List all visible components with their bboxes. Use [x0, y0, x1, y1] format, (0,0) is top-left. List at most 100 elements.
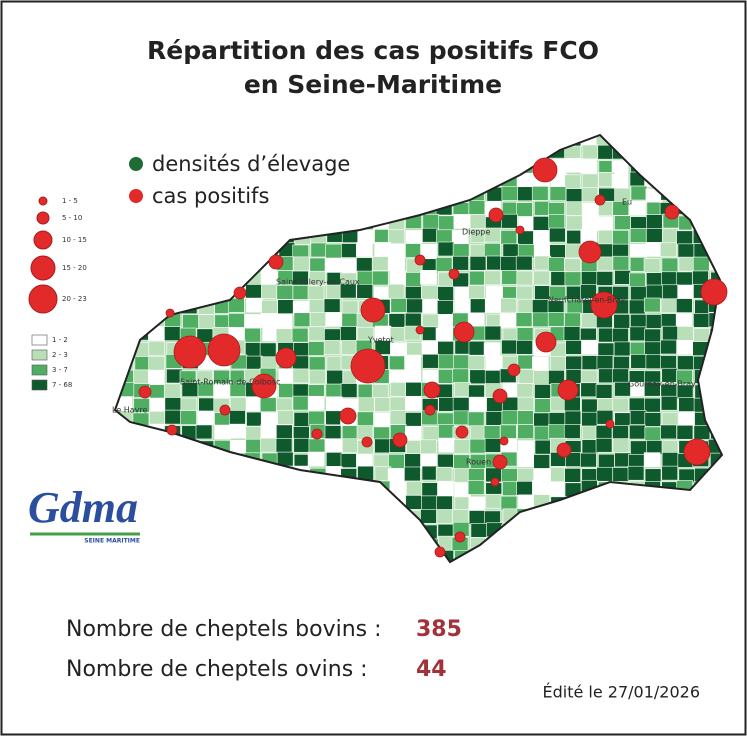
commune — [276, 285, 294, 300]
case-circle — [233, 286, 247, 300]
commune — [516, 327, 534, 342]
commune — [420, 270, 437, 285]
commune — [550, 271, 568, 286]
commune — [148, 340, 166, 356]
commune — [452, 354, 470, 370]
commune — [565, 340, 582, 355]
commune — [693, 313, 710, 328]
commune — [422, 298, 439, 314]
commune — [325, 312, 342, 327]
commune — [627, 465, 645, 481]
commune — [374, 242, 391, 257]
case-circle — [350, 348, 386, 384]
commune — [325, 438, 343, 453]
commune — [581, 339, 598, 355]
case-circle — [207, 333, 241, 367]
legend-dot — [129, 189, 143, 203]
commune — [483, 342, 501, 358]
commune — [629, 272, 646, 288]
commune — [646, 228, 663, 243]
case-circle — [556, 442, 572, 458]
commune — [469, 396, 486, 412]
commune — [467, 480, 485, 495]
commune — [261, 284, 278, 299]
title: en Seine-Maritime — [244, 70, 502, 99]
case-circle — [414, 254, 426, 266]
case-circle — [219, 404, 231, 416]
commune — [260, 437, 277, 453]
commune — [198, 314, 216, 329]
commune — [501, 410, 519, 425]
commune — [614, 270, 631, 285]
commune — [340, 326, 357, 341]
commune — [469, 270, 486, 286]
commune — [436, 229, 453, 245]
commune — [341, 425, 359, 440]
commune — [356, 257, 373, 273]
stat-value: 44 — [416, 657, 447, 682]
density-label: 2 - 3 — [52, 351, 68, 359]
commune — [629, 228, 647, 243]
commune — [468, 340, 486, 356]
commune — [163, 383, 181, 399]
commune — [341, 243, 358, 258]
commune — [406, 298, 423, 314]
commune — [164, 326, 181, 341]
commune — [390, 342, 407, 358]
commune — [357, 411, 374, 427]
commune — [612, 255, 630, 271]
commune — [501, 339, 518, 355]
case-circle — [507, 363, 521, 377]
commune — [660, 242, 677, 258]
commune — [693, 328, 710, 343]
commune — [644, 468, 662, 484]
commune — [293, 412, 311, 427]
commune — [276, 397, 293, 413]
commune — [532, 216, 550, 231]
commune — [404, 369, 422, 384]
commune — [566, 215, 583, 231]
commune — [661, 465, 679, 481]
commune — [324, 257, 342, 273]
commune — [325, 452, 343, 467]
commune — [308, 438, 326, 454]
commune — [675, 271, 693, 287]
commune — [549, 186, 567, 201]
commune — [388, 313, 406, 328]
commune — [325, 243, 342, 259]
commune — [581, 214, 599, 230]
density-label: 1 - 2 — [52, 336, 68, 344]
commune — [292, 368, 310, 384]
commune — [468, 355, 485, 371]
commune — [548, 424, 565, 439]
commune — [516, 481, 533, 496]
commune — [275, 438, 293, 453]
commune — [438, 215, 455, 231]
town-label: Yvetot — [367, 336, 394, 345]
commune — [614, 215, 631, 231]
commune — [340, 453, 358, 468]
commune — [550, 467, 567, 482]
case-circle — [339, 407, 357, 425]
commune — [452, 410, 470, 426]
commune — [660, 313, 678, 328]
commune — [277, 299, 295, 314]
commune — [245, 396, 263, 412]
commune — [276, 424, 293, 440]
case-circle — [423, 381, 441, 399]
size-legend-label: 15 - 20 — [62, 264, 87, 272]
commune — [532, 299, 549, 314]
size-legend-circle — [28, 284, 58, 314]
commune — [549, 244, 566, 259]
commune — [438, 437, 456, 453]
commune — [533, 230, 550, 245]
commune — [420, 244, 437, 259]
commune — [534, 398, 551, 413]
commune — [277, 409, 294, 425]
commune — [307, 285, 325, 301]
commune — [630, 354, 648, 369]
commune — [422, 227, 439, 243]
edited-date: Édité le 27/01/2026 — [542, 683, 700, 702]
commune — [580, 369, 598, 385]
